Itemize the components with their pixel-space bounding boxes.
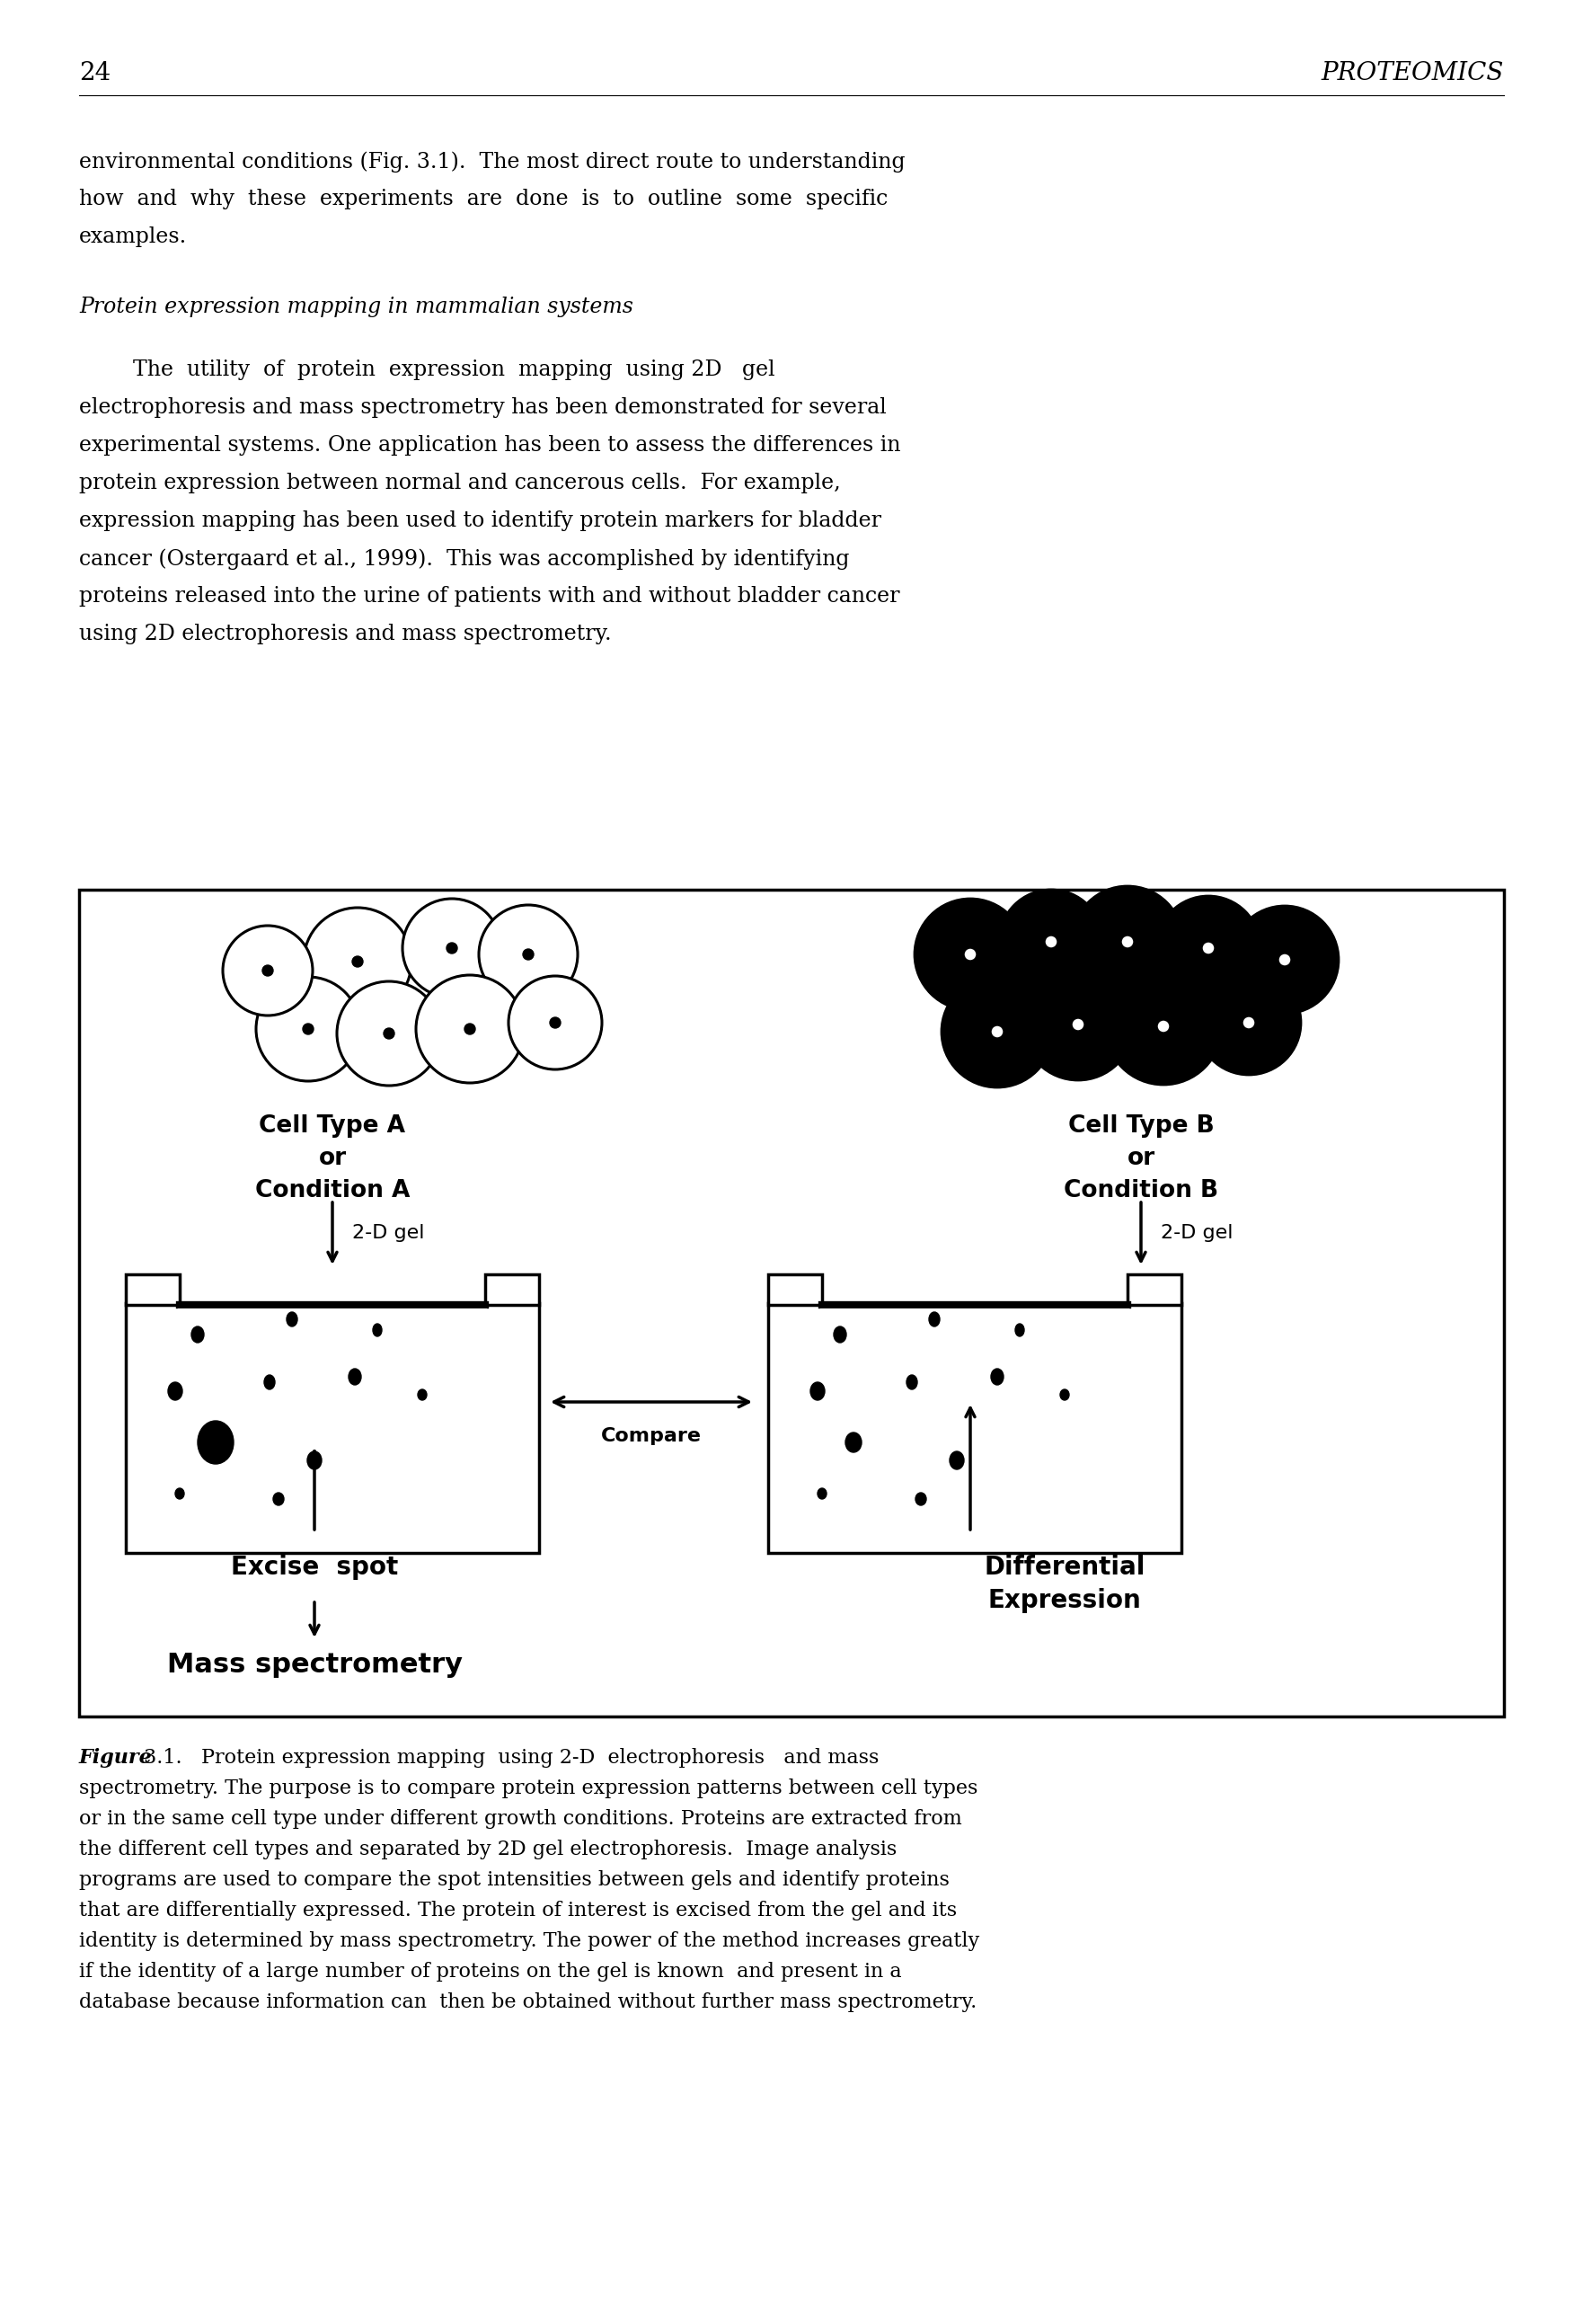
Ellipse shape xyxy=(374,1325,382,1336)
Circle shape xyxy=(464,1023,475,1034)
Ellipse shape xyxy=(264,1376,275,1390)
Circle shape xyxy=(1156,897,1260,999)
Circle shape xyxy=(1072,885,1183,997)
Ellipse shape xyxy=(915,1492,926,1506)
Circle shape xyxy=(942,976,1053,1088)
Text: Cell Type B
or
Condition B: Cell Type B or Condition B xyxy=(1064,1116,1219,1202)
Text: protein expression between normal and cancerous cells.  For example,: protein expression between normal and ca… xyxy=(79,472,841,493)
Text: the different cell types and separated by 2D gel electrophoresis.  Image analysi: the different cell types and separated b… xyxy=(79,1841,898,1859)
Ellipse shape xyxy=(274,1492,283,1506)
Circle shape xyxy=(1045,937,1057,948)
Text: 2-D gel: 2-D gel xyxy=(1160,1225,1233,1241)
Text: proteins released into the urine of patients with and without bladder cancer: proteins released into the urine of pati… xyxy=(79,586,899,607)
Ellipse shape xyxy=(817,1487,826,1499)
Text: how  and  why  these  experiments  are  done  is  to  outline  some  specific: how and why these experiments are done i… xyxy=(79,188,888,209)
Circle shape xyxy=(964,948,977,960)
Circle shape xyxy=(337,981,442,1085)
Circle shape xyxy=(991,1025,1004,1039)
Ellipse shape xyxy=(1061,1390,1069,1399)
Circle shape xyxy=(1105,967,1222,1085)
Circle shape xyxy=(351,955,363,967)
Circle shape xyxy=(999,890,1103,995)
Ellipse shape xyxy=(176,1487,184,1499)
Circle shape xyxy=(256,976,361,1081)
Text: that are differentially expressed. The protein of interest is excised from the g: that are differentially expressed. The p… xyxy=(79,1901,956,1920)
Circle shape xyxy=(508,976,602,1069)
Bar xyxy=(125,1304,540,1552)
Text: environmental conditions (Fig. 3.1).  The most direct route to understanding: environmental conditions (Fig. 3.1). The… xyxy=(79,151,905,172)
Ellipse shape xyxy=(810,1383,825,1399)
Text: using 2D electrophoresis and mass spectrometry.: using 2D electrophoresis and mass spectr… xyxy=(79,623,611,644)
Text: or in the same cell type under different growth conditions. Proteins are extract: or in the same cell type under different… xyxy=(79,1808,962,1829)
Circle shape xyxy=(1243,1016,1255,1030)
Text: expression mapping has been used to identify protein markers for bladder: expression mapping has been used to iden… xyxy=(79,511,882,532)
Text: Excise  spot: Excise spot xyxy=(231,1555,397,1580)
Circle shape xyxy=(1279,953,1292,967)
Text: identity is determined by mass spectrometry. The power of the method increases g: identity is determined by mass spectrome… xyxy=(79,1931,980,1952)
Text: electrophoresis and mass spectrometry has been demonstrated for several: electrophoresis and mass spectrometry ha… xyxy=(79,397,886,418)
Circle shape xyxy=(383,1027,394,1039)
Ellipse shape xyxy=(845,1432,861,1452)
Circle shape xyxy=(446,944,457,953)
Text: The  utility  of  protein  expression  mapping  using 2D   gel: The utility of protein expression mappin… xyxy=(79,360,776,381)
Text: Differential
Expression: Differential Expression xyxy=(985,1555,1145,1613)
Ellipse shape xyxy=(950,1452,964,1469)
Text: Cell Type A
or
Condition A: Cell Type A or Condition A xyxy=(255,1116,410,1202)
Circle shape xyxy=(1023,969,1133,1081)
Bar xyxy=(1127,1274,1181,1304)
Circle shape xyxy=(549,1018,560,1027)
Bar xyxy=(768,1304,1181,1552)
Circle shape xyxy=(304,909,412,1016)
Ellipse shape xyxy=(929,1313,940,1327)
Text: 3.1.   Protein expression mapping  using 2-D  electrophoresis   and mass: 3.1. Protein expression mapping using 2-… xyxy=(144,1748,879,1769)
Ellipse shape xyxy=(418,1390,427,1399)
Circle shape xyxy=(1201,941,1214,955)
Text: if the identity of a large number of proteins on the gel is known  and present i: if the identity of a large number of pro… xyxy=(79,1961,902,1982)
Text: examples.: examples. xyxy=(79,225,187,246)
Ellipse shape xyxy=(348,1369,361,1385)
Text: programs are used to compare the spot intensities between gels and identify prot: programs are used to compare the spot in… xyxy=(79,1871,950,1889)
Circle shape xyxy=(1121,937,1133,948)
Text: database because information can  then be obtained without further mass spectrom: database because information can then be… xyxy=(79,1992,977,2013)
Text: 2-D gel: 2-D gel xyxy=(351,1225,424,1241)
Ellipse shape xyxy=(307,1452,321,1469)
Ellipse shape xyxy=(907,1376,917,1390)
Text: 24: 24 xyxy=(79,60,111,86)
Text: experimental systems. One application has been to assess the differences in: experimental systems. One application ha… xyxy=(79,435,901,456)
Circle shape xyxy=(416,976,524,1083)
Text: Compare: Compare xyxy=(602,1427,701,1446)
Ellipse shape xyxy=(198,1420,234,1464)
Circle shape xyxy=(263,964,274,976)
Bar xyxy=(484,1274,540,1304)
Text: Protein expression mapping in mammalian systems: Protein expression mapping in mammalian … xyxy=(79,297,633,318)
Text: PROTEOMICS: PROTEOMICS xyxy=(1322,60,1504,86)
Circle shape xyxy=(402,899,502,997)
Ellipse shape xyxy=(991,1369,1004,1385)
Circle shape xyxy=(1072,1018,1084,1032)
Circle shape xyxy=(302,1023,313,1034)
Text: spectrometry. The purpose is to compare protein expression patterns between cell: spectrometry. The purpose is to compare … xyxy=(79,1778,978,1799)
Circle shape xyxy=(478,904,578,1004)
Circle shape xyxy=(1197,971,1301,1074)
Ellipse shape xyxy=(834,1327,847,1343)
Text: Figure: Figure xyxy=(79,1748,152,1769)
Text: cancer (Ostergaard et al., 1999).  This was accomplished by identifying: cancer (Ostergaard et al., 1999). This w… xyxy=(79,548,850,569)
Bar xyxy=(79,890,1504,1717)
Ellipse shape xyxy=(168,1383,182,1399)
Ellipse shape xyxy=(192,1327,204,1343)
Circle shape xyxy=(223,925,313,1016)
Bar xyxy=(768,1274,822,1304)
Circle shape xyxy=(1232,906,1339,1013)
Ellipse shape xyxy=(287,1313,298,1327)
Bar xyxy=(125,1274,180,1304)
Text: Mass spectrometry: Mass spectrometry xyxy=(166,1652,462,1678)
Circle shape xyxy=(522,948,533,960)
Circle shape xyxy=(1157,1020,1170,1032)
Ellipse shape xyxy=(1015,1325,1024,1336)
Circle shape xyxy=(915,899,1026,1011)
